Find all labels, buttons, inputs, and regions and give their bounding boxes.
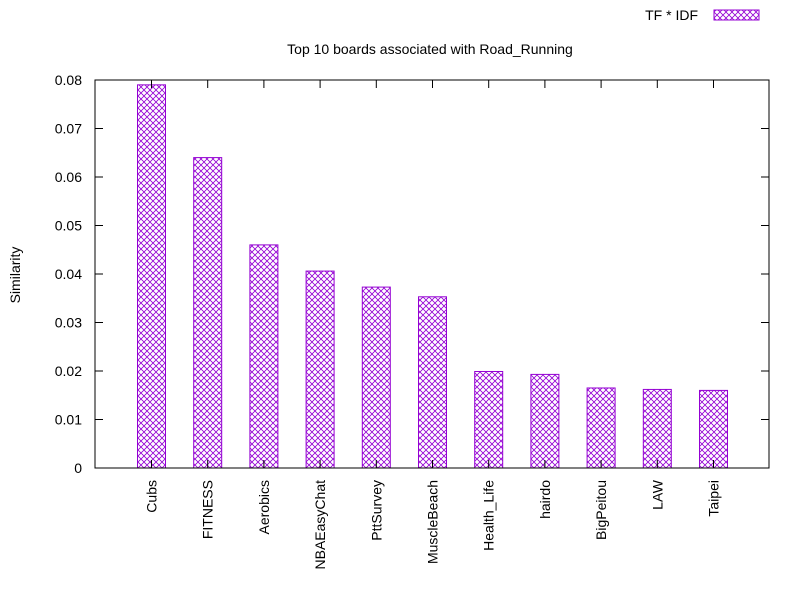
x-tick-label: Health_Life [481,480,497,551]
x-tick-label: Taipei [706,480,722,517]
bar-law [642,388,672,469]
y-ticks: 0 0.01 0.02 0.03 0.04 0.05 0.06 0.07 0.08 [55,72,769,476]
chart-title: Top 10 boards associated with Road_Runni… [287,41,573,57]
y-tick-label: 0.03 [55,315,82,331]
bar-hairdo [530,373,560,469]
bars [137,80,728,469]
bar-musclebeach [418,296,447,469]
bar-health-life [474,370,504,469]
x-tick-label: FITNESS [200,480,216,539]
y-tick-label: 0.08 [55,72,82,88]
x-tick-labels: Cubs FITNESS Aerobics NBAEasyChat PttSurvey M… [144,479,722,569]
bar-nbaeasychat [305,270,335,469]
bar-cubs [137,84,166,469]
x-tick-label: LAW [649,479,665,510]
x-tick-label: Cubs [144,480,160,513]
plot-frame [94,79,770,469]
x-tick-label: PttSurvey [368,480,384,541]
legend: TF * IDF [645,7,760,23]
bar-aerobics [249,244,279,469]
x-tick-label: Aerobics [256,480,272,534]
bar-pttsurvey [361,286,391,469]
x-tick-label: MuscleBeach [425,480,441,564]
bar-bigpeitou [586,387,616,469]
x-tick-label: NBAEasyChat [312,480,328,570]
bar-taipei [699,389,728,469]
y-tick-label: 0.04 [55,266,82,282]
legend-label: TF * IDF [645,7,698,23]
legend-swatch [713,9,760,21]
y-axis-label: Similarity [7,247,23,304]
y-tick-label: 0.01 [55,412,82,428]
y-tick-label: 0.06 [55,169,82,185]
y-tick-label: 0.07 [55,121,82,137]
x-tick-label: BigPeitou [593,480,609,540]
y-tick-label: 0.02 [55,363,82,379]
x-tick-label: hairdo [537,480,553,519]
y-tick-label: 0.05 [55,218,82,234]
y-tick-label: 0 [74,460,82,476]
bar-fitness [193,157,223,469]
